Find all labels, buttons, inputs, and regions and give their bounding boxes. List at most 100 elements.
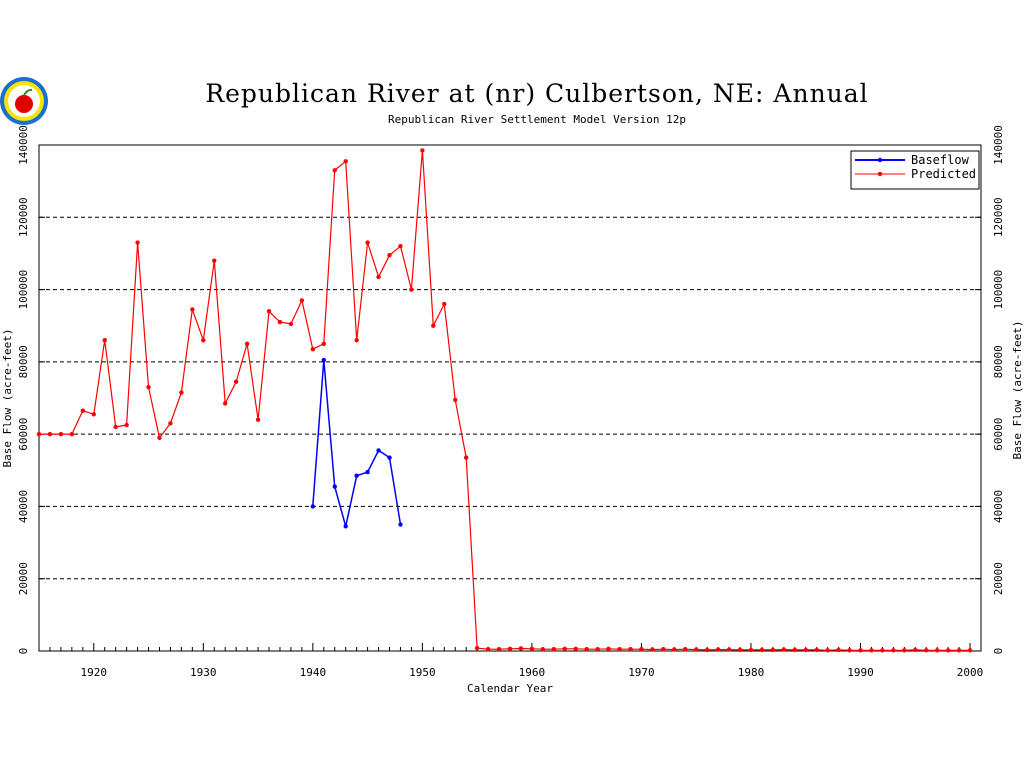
data-point-predicted [945, 648, 951, 653]
data-point-predicted [157, 435, 162, 440]
data-point-predicted [551, 646, 557, 652]
data-point-predicted [507, 646, 513, 652]
data-point-predicted [792, 647, 797, 653]
data-point-predicted [661, 646, 666, 652]
data-point-predicted [102, 337, 107, 343]
data-point-predicted [683, 646, 688, 652]
data-point-predicted [814, 647, 819, 653]
data-point-predicted [223, 401, 228, 406]
data-point-predicted [233, 379, 239, 384]
data-point-predicted [704, 647, 710, 653]
data-point-predicted [431, 323, 436, 328]
x-tick-label: 1990 [847, 666, 874, 679]
plot-frame [38, 144, 982, 652]
data-point-predicted [825, 648, 830, 653]
data-point-predicted [474, 645, 480, 651]
y-tick-label: 40000 [992, 490, 1005, 523]
y-axis-label-left: Base Flow (acre-feet) [1, 328, 14, 467]
data-point-predicted [529, 646, 535, 652]
legend-marker-baseflow [877, 157, 883, 163]
data-point-baseflow [310, 504, 316, 509]
x-tick-label: 1980 [738, 666, 765, 679]
data-point-predicted [672, 647, 677, 652]
data-point-predicted [442, 301, 447, 307]
y-tick-label: 20000 [992, 562, 1005, 595]
legend: Baseflow Predicted [850, 150, 980, 190]
data-point-predicted [91, 412, 96, 417]
data-point-baseflow [398, 522, 403, 527]
data-point-predicted [485, 646, 491, 652]
data-point-predicted [595, 646, 600, 652]
data-point-predicted [299, 298, 305, 303]
y-tick-label: 20000 [17, 562, 30, 595]
data-point-predicted [694, 647, 699, 652]
data-point-predicted [277, 319, 283, 325]
y-tick-label: 120000 [992, 197, 1005, 237]
data-point-predicted [310, 347, 316, 352]
x-tick-label: 1950 [409, 666, 436, 679]
y-tick-label: 60000 [17, 418, 30, 451]
data-point-predicted [354, 337, 359, 343]
data-point-predicted [47, 431, 53, 437]
data-point-predicted [759, 647, 765, 653]
y-axis-label-right: Base Flow (acre-feet) [1011, 320, 1024, 459]
data-point-predicted [376, 274, 381, 280]
y-tick-label: 80000 [992, 345, 1005, 378]
y-tick-label: 100000 [17, 270, 30, 310]
data-point-predicted [80, 408, 86, 413]
data-point-predicted [924, 648, 929, 653]
y-tick-label: 140000 [17, 125, 30, 165]
data-point-predicted [584, 646, 589, 652]
data-point-predicted [266, 309, 272, 314]
data-point-predicted [606, 646, 611, 652]
data-point-predicted [737, 647, 743, 653]
data-point-predicted [113, 424, 118, 430]
series-line-baseflow [312, 360, 402, 527]
data-point-predicted [748, 647, 754, 653]
x-axis-label: Calendar Year [467, 682, 553, 695]
data-point-predicted [715, 647, 721, 652]
legend-box [850, 150, 980, 190]
data-point-baseflow [321, 357, 326, 363]
x-tick-label: 1940 [300, 666, 327, 679]
chart-subtitle: Republican River Settlement Model Versio… [388, 113, 686, 126]
data-point-predicted [628, 646, 633, 652]
data-point-predicted [858, 648, 863, 653]
agency-logo-icon [0, 77, 48, 125]
data-point-predicted [880, 648, 885, 653]
data-point-predicted [387, 253, 392, 258]
y-axis-right: 0 20000 40000 60000 80000 100000 120000 140000 [975, 125, 1005, 654]
data-point-predicted [836, 647, 841, 653]
data-point-predicted [255, 417, 261, 422]
data-point-baseflow [354, 473, 359, 478]
series-layer [36, 148, 973, 653]
x-tick-label: 1930 [190, 666, 217, 679]
data-point-predicted [891, 648, 896, 653]
y-tick-label: 80000 [17, 345, 30, 378]
data-point-predicted [518, 646, 524, 651]
data-point-predicted [201, 337, 206, 343]
data-point-predicted [562, 646, 567, 652]
data-point-predicted [179, 390, 184, 395]
data-point-predicted [409, 287, 414, 292]
data-point-predicted [639, 646, 644, 652]
data-point-predicted [617, 646, 622, 652]
data-point-predicted [803, 647, 808, 653]
data-point-baseflow [332, 484, 337, 489]
data-point-predicted [847, 648, 852, 653]
y-tick-label: 120000 [17, 197, 30, 237]
data-point-predicted [58, 431, 64, 437]
data-point-baseflow [376, 448, 381, 453]
data-point-predicted [36, 431, 42, 437]
data-point-predicted [650, 647, 655, 652]
data-point-predicted [463, 455, 469, 460]
data-point-predicted [726, 647, 732, 652]
data-point-predicted [781, 647, 787, 652]
data-point-predicted [496, 646, 502, 652]
grid-lines [39, 216, 981, 580]
data-point-predicted [168, 421, 173, 426]
data-point-baseflow [343, 524, 348, 529]
x-tick-label: 1970 [628, 666, 655, 679]
data-point-predicted [770, 647, 776, 653]
data-point-predicted [365, 240, 370, 245]
